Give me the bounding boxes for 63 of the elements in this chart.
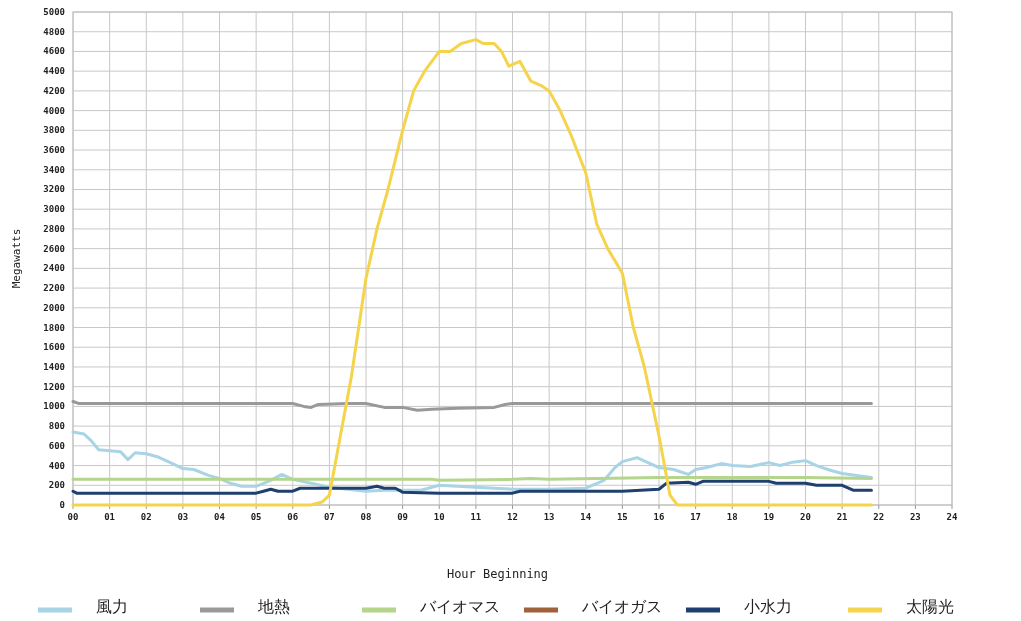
- x-tick-label: 24: [946, 512, 958, 522]
- x-tick-label: 14: [580, 512, 592, 522]
- y-tick-label: 800: [48, 421, 65, 432]
- line-series: [71, 430, 873, 493]
- y-tick-label: 2200: [43, 283, 65, 294]
- y-tick-label: 3000: [43, 204, 65, 215]
- y-tick-label: 5000: [43, 7, 65, 17]
- line-series: [71, 38, 873, 507]
- x-tick-label: 18: [726, 512, 738, 522]
- x-tick-label: 01: [104, 512, 116, 522]
- x-tick-label: 03: [177, 512, 189, 522]
- y-tick-label: 1400: [43, 361, 65, 372]
- y-tick-label: 3200: [43, 184, 65, 195]
- x-tick-label: 02: [140, 512, 152, 522]
- x-tick-label: 06: [287, 512, 299, 522]
- y-tick-label: 4800: [43, 26, 65, 37]
- x-tick-label: 16: [653, 512, 665, 522]
- legend-label: バイオマス: [419, 597, 500, 616]
- x-tick-label: 15: [616, 512, 628, 522]
- y-tick-label: 1000: [43, 401, 65, 412]
- x-tick-label: 04: [214, 512, 226, 522]
- y-tick-label: 400: [48, 460, 65, 471]
- x-tick-label: 17: [690, 512, 702, 522]
- y-tick-label: 1200: [43, 381, 65, 392]
- x-tick-label: 22: [873, 512, 885, 522]
- y-tick-label: 4000: [43, 105, 65, 116]
- y-tick-label: 3800: [43, 125, 65, 136]
- line-series: [71, 399, 873, 412]
- x-tick-label: 07: [323, 512, 335, 522]
- x-tick-label: 12: [507, 512, 518, 522]
- legend-label: 風力: [96, 597, 128, 616]
- legend-label: 小水力: [744, 597, 792, 616]
- x-tick-label: 05: [250, 512, 262, 522]
- y-tick-label: 2600: [43, 243, 65, 254]
- y-tick-label: 200: [48, 480, 65, 491]
- y-tick-label: 2800: [43, 223, 65, 234]
- y-tick-label: 1600: [43, 342, 65, 353]
- x-tick-label: 11: [470, 512, 482, 522]
- legend-label: バイオガス: [581, 597, 662, 616]
- legend-label: 地熱: [257, 597, 290, 616]
- y-tick-label: 3400: [43, 164, 65, 175]
- y-tick-label: 3600: [43, 145, 65, 156]
- x-tick-label: 08: [360, 512, 372, 522]
- y-tick-label: 0: [59, 500, 65, 510]
- y-tick-label: 600: [48, 440, 65, 451]
- y-tick-label: 4600: [43, 46, 65, 57]
- x-tick-label: 21: [836, 512, 848, 522]
- x-axis-title: Hour Beginning: [446, 567, 549, 581]
- line-series: [71, 479, 873, 495]
- x-tick-label: 00: [67, 512, 79, 522]
- x-tick-label: 19: [763, 512, 775, 522]
- x-tick-label: 13: [543, 512, 555, 522]
- x-tick-label: 10: [433, 512, 445, 522]
- y-tick-label: 2000: [43, 302, 65, 313]
- legend-label: 太陽光: [906, 597, 954, 616]
- y-tick-label: 1800: [43, 322, 65, 333]
- x-tick-label: 09: [397, 512, 409, 522]
- y-tick-label: 2400: [43, 263, 65, 274]
- y-tick-label: 4200: [43, 85, 65, 96]
- y-tick-label: 4400: [43, 66, 65, 77]
- x-tick-label: 23: [909, 512, 921, 522]
- y-axis-title: Megawatts: [10, 228, 23, 289]
- x-tick-label: 20: [800, 512, 811, 522]
